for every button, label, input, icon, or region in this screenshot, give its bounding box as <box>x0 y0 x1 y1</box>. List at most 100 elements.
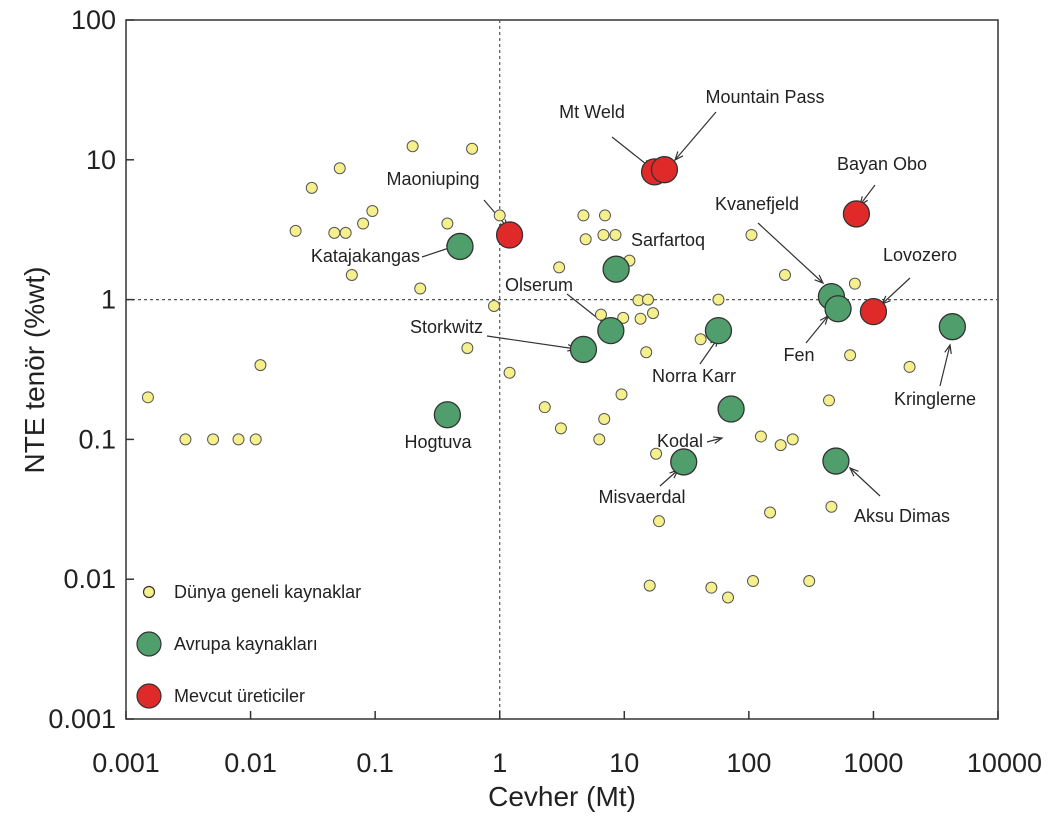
data-point-world <box>634 312 647 325</box>
data-point-world <box>579 233 592 246</box>
data-point-world <box>721 591 734 604</box>
data-point-misvaerdal <box>670 448 698 476</box>
point-label-olserum: Olserum <box>505 275 573 295</box>
data-point-world <box>615 388 628 401</box>
data-point-kringlerne <box>938 313 966 341</box>
point-label-kodal: Kodal <box>657 431 703 451</box>
legend-marker-1 <box>142 585 156 599</box>
legend: Dünya geneli kaynaklar Avrupa kaynakları M… <box>136 582 361 709</box>
leader-arrow-kringlerne <box>944 343 952 354</box>
leader-arrow-kvanefjeld <box>814 274 825 285</box>
data-point-maoniuping <box>495 221 524 249</box>
data-point-world <box>641 293 654 306</box>
data-point-world <box>406 140 419 153</box>
leader-line-storkwitz <box>486 335 577 350</box>
point-label-mountain-pass: Mountain Pass <box>705 87 824 107</box>
data-point-world <box>705 581 718 594</box>
x-tick-label: 0.001 <box>92 748 160 778</box>
point-label-bayan-obo: Bayan Obo <box>837 154 927 174</box>
point-label-norra-karr: Norra Karr <box>652 366 736 386</box>
x-tick-label: 10000 <box>967 748 1042 778</box>
legend-marker-2 <box>136 631 162 657</box>
x-axis: 0.001 0.01 0.1 1 10 100 1000 10000 <box>92 711 1042 778</box>
leader-line-mountain-pass <box>674 111 717 161</box>
annotation-labels: Katajakangas Sarfartoq Olserum Storkwitz Nor… <box>311 87 976 526</box>
leader-line-bayan-obo <box>859 184 876 206</box>
data-point-world <box>803 575 816 588</box>
data-point-world <box>366 205 379 218</box>
point-label-fen: Fen <box>783 345 814 365</box>
data-point-world <box>357 217 370 230</box>
leader-line-kvanefjeld <box>757 222 824 284</box>
leader-line-kodal <box>706 437 723 443</box>
data-point-world <box>844 349 857 362</box>
data-point-world <box>553 261 566 274</box>
y-axis: 0.001 0.01 0.1 1 10 100 <box>48 5 134 734</box>
data-point-world <box>554 422 567 435</box>
point-label-sarfartoq: Sarfartoq <box>631 230 705 250</box>
data-point-world <box>461 342 474 355</box>
plot-area <box>125 19 999 720</box>
data-point-world <box>640 346 653 359</box>
leader-arrow-mountain-pass <box>673 151 684 162</box>
data-point-world <box>538 401 551 414</box>
y-tick-label: 100 <box>71 5 116 35</box>
data-point-bayan-obo <box>842 200 871 228</box>
reference-lines <box>126 20 998 719</box>
leader-line-misvaerdal <box>659 469 679 487</box>
data-point-world <box>305 181 318 194</box>
legend-marker-3 <box>136 683 162 709</box>
data-point-world <box>594 308 607 321</box>
leader-line-fen <box>805 315 829 344</box>
series-world <box>141 140 916 604</box>
data-point-world <box>441 217 454 230</box>
x-axis-title: Cevher (Mt) <box>488 781 636 812</box>
y-tick-label: 1 <box>101 285 116 315</box>
point-label-aksu-dimas: Aksu Dimas <box>854 506 950 526</box>
y-axis-title: NTE tenör (%wt) <box>19 267 50 474</box>
data-point-world <box>617 311 630 324</box>
data-point-world <box>823 394 836 407</box>
data-point-world <box>653 515 666 528</box>
data-point-world <box>694 333 707 346</box>
data-point-world <box>466 142 479 155</box>
x-tick-label: 0.1 <box>356 748 394 778</box>
legend-label-2: Avrupa kaynakları <box>174 634 318 654</box>
data-point-world <box>493 209 506 222</box>
data-point-storkwitz <box>569 335 598 364</box>
data-point-world <box>254 359 267 372</box>
leader-arrow-kodal <box>712 436 724 444</box>
point-label-maoniuping: Maoniuping <box>386 169 479 189</box>
data-point-world <box>328 226 341 239</box>
data-point-world <box>141 391 154 404</box>
data-point-world <box>848 277 861 290</box>
data-point-world <box>333 162 346 175</box>
data-point-world <box>712 293 725 306</box>
data-point-world <box>646 307 659 320</box>
y-tick-label: 0.001 <box>48 704 116 734</box>
data-point-world <box>778 268 791 281</box>
data-point-world <box>249 433 262 446</box>
point-label-misvaerdal: Misvaerdal <box>598 487 685 507</box>
data-point-world <box>754 430 767 443</box>
point-label-mt-weld: Mt Weld <box>559 102 625 122</box>
data-point-world <box>577 209 590 222</box>
data-point-world <box>747 575 760 588</box>
data-point-lovozero <box>859 297 888 326</box>
x-tick-label: 1 <box>492 748 507 778</box>
data-point-world <box>345 268 358 281</box>
data-point-world <box>598 412 611 425</box>
data-point-norra-karr <box>704 316 733 345</box>
point-label-lovozero: Lovozero <box>883 245 957 265</box>
data-point-world <box>764 506 777 519</box>
x-tick-label: 10 <box>609 748 639 778</box>
data-point-mountain-pass <box>650 156 679 184</box>
leader-line-lovozero <box>881 277 911 305</box>
data-point-world <box>903 360 916 373</box>
x-tick-label: 0.01 <box>224 748 277 778</box>
data-point-aksu-dimas <box>822 447 850 475</box>
data-point-world <box>339 226 352 239</box>
data-point-world <box>289 224 302 237</box>
data-point-world <box>207 433 220 446</box>
